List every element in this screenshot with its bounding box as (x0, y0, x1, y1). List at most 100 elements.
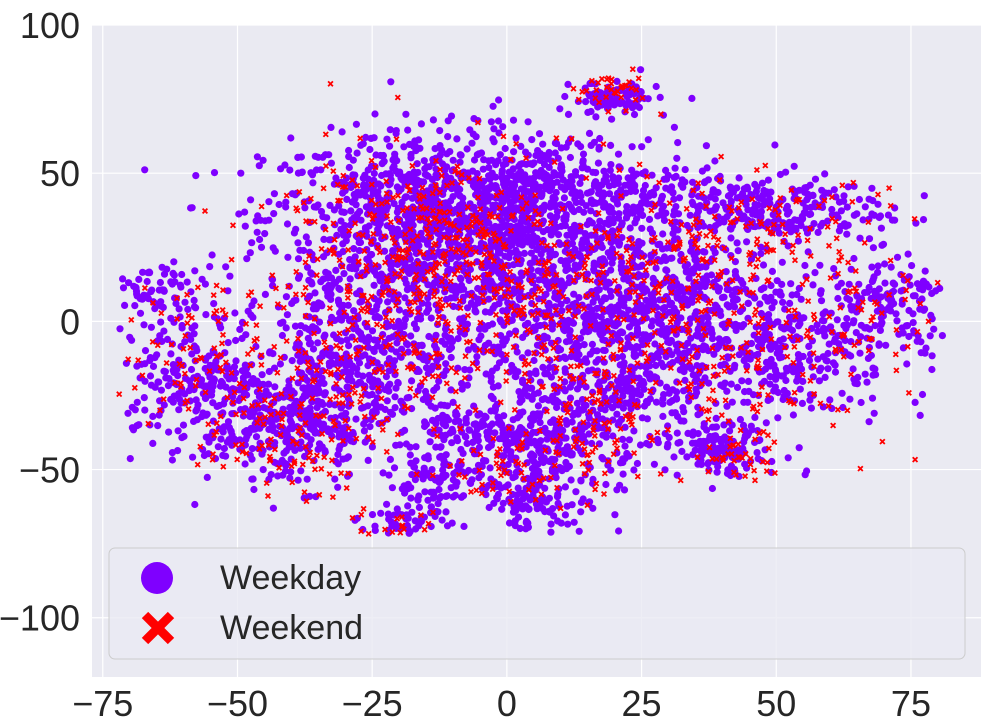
weekday-point (557, 164, 565, 172)
weekday-point (533, 234, 541, 243)
weekday-point (628, 166, 636, 174)
weekday-point (874, 268, 882, 276)
weekday-point (237, 169, 245, 177)
weekday-point (539, 458, 547, 467)
weekday-point (891, 280, 899, 288)
weekday-point (148, 286, 156, 294)
weekday-point (568, 173, 576, 181)
weekday-point (131, 406, 139, 414)
weekday-point (497, 350, 505, 358)
weekday-point (727, 462, 736, 470)
weekday-point (670, 173, 678, 182)
weekday-point (390, 200, 398, 208)
weekday-point (376, 219, 384, 228)
weekday-point (557, 519, 565, 527)
weekday-point (335, 250, 343, 258)
weekday-point (347, 207, 355, 215)
weekday-point (502, 156, 510, 164)
weekday-point (282, 198, 290, 206)
weekday-point (570, 409, 579, 418)
weekday-point (363, 338, 371, 346)
weekday-point (377, 196, 385, 204)
weekday-point (318, 374, 326, 382)
weekday-point (463, 145, 471, 153)
weekday-point (575, 205, 583, 214)
weekday-point (509, 148, 518, 156)
weekday-point (610, 195, 618, 203)
weekday-point (440, 473, 448, 481)
weekday-point (544, 396, 553, 404)
weekday-point (443, 402, 451, 410)
weekday-point (568, 451, 576, 459)
weekday-point (190, 330, 198, 338)
weekday-point (541, 201, 549, 209)
weekday-point (419, 235, 427, 243)
weekday-point (892, 310, 900, 318)
weekday-point (356, 207, 364, 215)
weekday-point (733, 239, 741, 247)
weekday-point (494, 414, 502, 422)
weekday-point (269, 504, 277, 512)
weekday-point (659, 412, 667, 420)
weekday-point (674, 439, 682, 447)
weekday-point (630, 466, 638, 474)
weekday-point (373, 312, 381, 320)
weekday-point (210, 169, 219, 177)
weekday-point (893, 317, 901, 325)
weekday-point (762, 419, 770, 427)
weekday-point (224, 339, 232, 347)
weekday-point (622, 101, 630, 110)
weekday-point (337, 337, 345, 345)
weekday-point (911, 398, 919, 406)
weekday-point (691, 446, 699, 454)
weekday-point (602, 433, 610, 441)
weekday-point (287, 468, 295, 476)
weekday-point (391, 150, 399, 158)
weekday-point (628, 143, 636, 151)
weekday-point (772, 367, 780, 375)
weekday-point (868, 210, 876, 218)
weekday-point (140, 291, 148, 299)
weekday-point (780, 386, 788, 395)
weekday-point (444, 238, 452, 247)
weekday-point (843, 315, 851, 323)
weekday-point (203, 473, 211, 481)
weekday-point (248, 475, 256, 483)
weekday-point (477, 332, 485, 340)
weekday-point (412, 325, 420, 333)
weekday-point (302, 233, 310, 241)
weekday-point (402, 279, 410, 287)
weekday-point (758, 179, 767, 187)
weekday-point (309, 179, 317, 187)
weekday-point (243, 432, 251, 440)
weekday-point (516, 228, 524, 236)
weekday-point (362, 186, 370, 194)
weekday-point (913, 337, 921, 345)
weekday-point (415, 242, 423, 250)
weekday-point (801, 471, 809, 479)
weekday-point (354, 370, 362, 378)
weekday-point (529, 272, 537, 280)
weekday-point (370, 399, 378, 407)
weekday-point (920, 192, 928, 200)
weekday-point (865, 195, 873, 203)
weekday-point (680, 408, 688, 416)
weekday-point (670, 453, 678, 461)
weekday-point (370, 281, 378, 289)
weekday-point (767, 188, 775, 196)
weekday-point (554, 426, 562, 434)
weekday-point (656, 93, 664, 101)
weekday-point (916, 411, 924, 419)
weekday-point (618, 352, 627, 361)
weekday-point (259, 156, 267, 164)
weekday-point (398, 198, 406, 206)
weekday-point (618, 234, 626, 242)
weekday-point (615, 527, 623, 535)
weekday-point (161, 368, 169, 376)
weekday-point (638, 143, 646, 151)
weekday-point (816, 290, 825, 298)
weekday-point (578, 174, 586, 182)
weekday-point (572, 354, 580, 362)
weekday-point (727, 234, 735, 242)
weekday-point (169, 398, 177, 406)
